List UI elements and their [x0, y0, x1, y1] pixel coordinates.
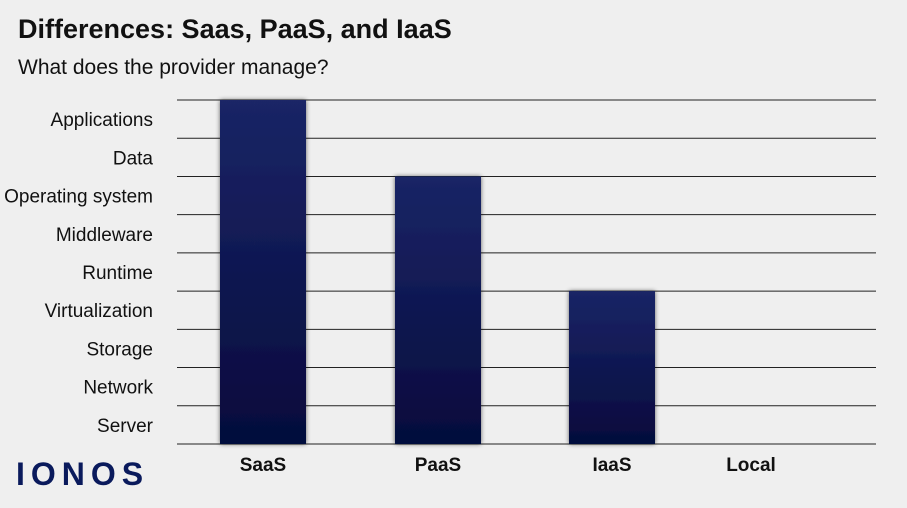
chart-title: Differences: Saas, PaaS, and IaaS — [18, 14, 452, 44]
x-tick-label-local: Local — [726, 455, 776, 476]
y-tick-label: Middleware — [56, 225, 153, 246]
y-tick-label: Applications — [51, 110, 153, 131]
y-tick-label: Server — [97, 416, 154, 437]
x-tick-label-saas: SaaS — [240, 455, 286, 476]
bars — [220, 100, 655, 444]
x-tick-label-paas: PaaS — [415, 455, 461, 476]
bar-saas — [220, 100, 306, 444]
bar-iaas — [569, 291, 655, 444]
y-tick-label: Runtime — [82, 263, 153, 284]
y-tick-labels: Server Network Storage Virtualization Runtim… — [4, 110, 154, 437]
y-tick-label: Storage — [86, 339, 153, 360]
y-tick-label: Operating system — [4, 187, 153, 208]
x-tick-label-iaas: IaaS — [592, 455, 631, 476]
y-tick-label: Data — [113, 148, 154, 169]
ionos-logo: IONOS — [16, 456, 150, 492]
chart-subtitle: What does the provider manage? — [18, 56, 329, 79]
bar-paas — [395, 176, 481, 444]
y-tick-label: Virtualization — [45, 301, 153, 322]
x-tick-labels: SaaS PaaS IaaS Local — [240, 455, 776, 476]
y-tick-label: Network — [83, 378, 153, 399]
